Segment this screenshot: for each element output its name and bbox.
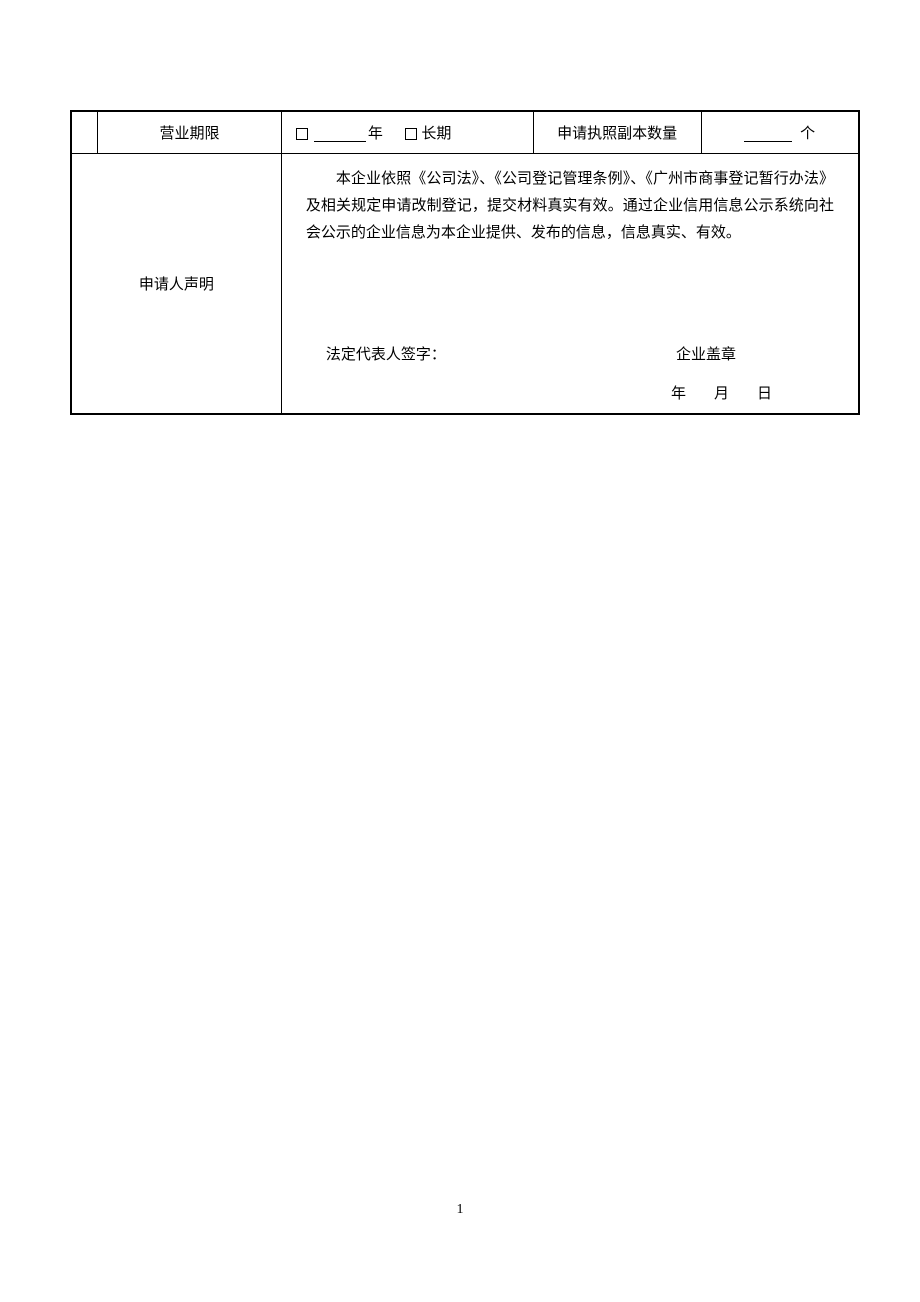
form-table-container: 营业期限 年 长期 申请执照副本数量 个 申请人声明 本企业依照《公司法》、《公… bbox=[70, 110, 860, 415]
declaration-label: 申请人声明 bbox=[72, 154, 282, 414]
declaration-text: 本企业依照《公司法》、《公司登记管理条例》、《广州市商事登记暂行办法》及相关规定… bbox=[306, 166, 834, 247]
longterm-label: 长期 bbox=[421, 126, 451, 142]
row1-spacer bbox=[72, 112, 98, 154]
copies-label: 申请执照副本数量 bbox=[533, 112, 701, 154]
date-year: 年 bbox=[671, 386, 688, 402]
business-period-label: 营业期限 bbox=[98, 112, 282, 154]
checkbox-longterm[interactable] bbox=[405, 128, 417, 140]
seal-label: 企业盖章 bbox=[676, 343, 826, 364]
row-business-period: 营业期限 年 长期 申请执照副本数量 个 bbox=[72, 112, 859, 154]
copies-input-line[interactable] bbox=[744, 128, 792, 142]
page-number: 1 bbox=[0, 1202, 920, 1218]
business-period-value: 年 长期 bbox=[281, 112, 533, 154]
copies-unit: 个 bbox=[800, 126, 815, 142]
form-table: 营业期限 年 长期 申请执照副本数量 个 申请人声明 本企业依照《公司法》、《公… bbox=[71, 111, 859, 414]
date-day: 日 bbox=[757, 386, 774, 402]
declaration-body: 本企业依照《公司法》、《公司登记管理条例》、《广州市商事登记暂行办法》及相关规定… bbox=[281, 154, 858, 414]
copies-value: 个 bbox=[701, 112, 858, 154]
row-applicant-declaration: 申请人声明 本企业依照《公司法》、《公司登记管理条例》、《广州市商事登记暂行办法… bbox=[72, 154, 859, 414]
years-input-line[interactable] bbox=[314, 128, 366, 142]
date-month: 月 bbox=[714, 386, 731, 402]
years-unit: 年 bbox=[368, 126, 383, 142]
signature-row: 法定代表人签字： 企业盖章 bbox=[306, 343, 834, 364]
checkbox-years[interactable] bbox=[296, 128, 308, 140]
date-row: 年月日 bbox=[306, 382, 834, 403]
signature-label: 法定代表人签字： bbox=[326, 343, 446, 364]
